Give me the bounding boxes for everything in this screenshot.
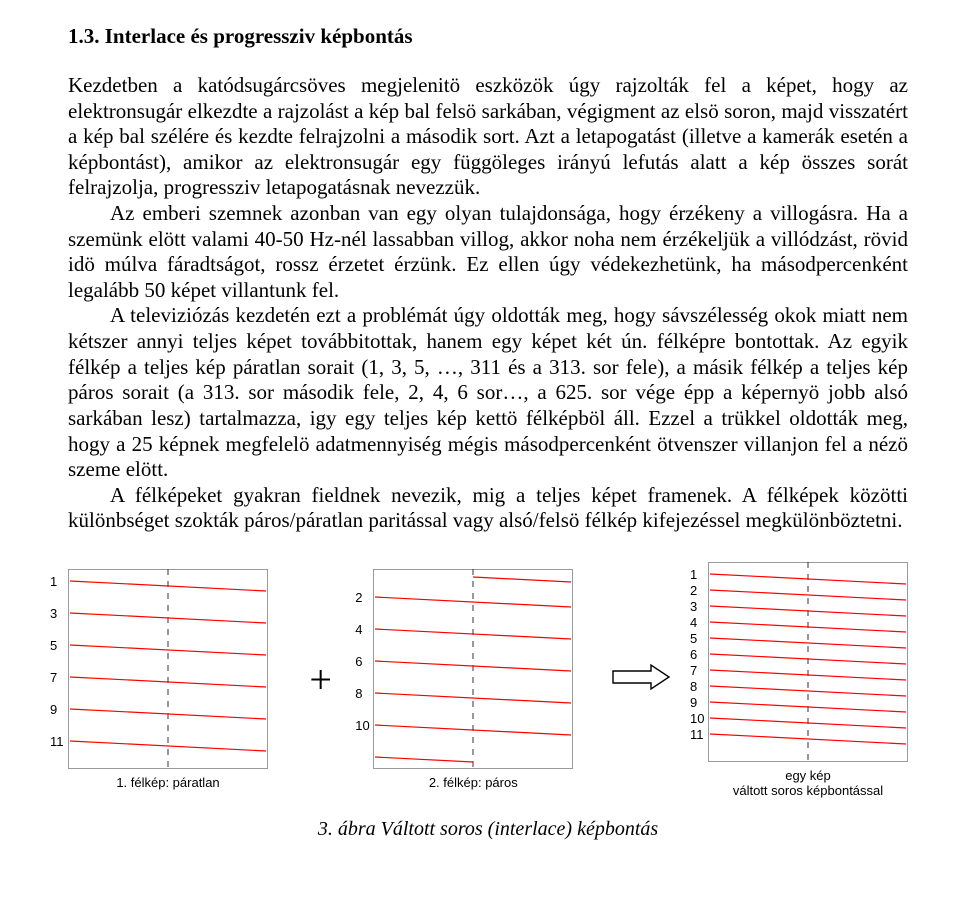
panel3-svg xyxy=(708,562,908,762)
figure-caption: 3. ábra Váltott soros (interlace) képbon… xyxy=(68,818,908,841)
row-label: 7 xyxy=(50,670,57,685)
paragraph-3: A televiziózás kezdetén ezt a problémát … xyxy=(68,303,908,482)
panel1-caption: 1. félkép: páratlan xyxy=(68,775,268,790)
row-label: 3 xyxy=(690,599,697,614)
figure-panel-3: 1234567891011 egy kép váltott soros képb… xyxy=(708,562,908,798)
panel2-caption: 2. félkép: páros xyxy=(373,775,573,790)
row-label: 4 xyxy=(355,622,362,637)
row-label: 10 xyxy=(690,711,704,726)
row-label: 5 xyxy=(50,638,57,653)
row-label: 5 xyxy=(690,631,697,646)
figure-panel-1: 1357911 1. félkép: páratlan xyxy=(68,569,268,790)
panel1-svg xyxy=(68,569,268,769)
plus-operator: + xyxy=(305,656,336,703)
row-label: 2 xyxy=(690,583,697,598)
row-label: 6 xyxy=(355,654,362,669)
section-heading: 1.3. Interlace és progressziv képbontás xyxy=(68,24,908,49)
interlace-figure: 1357911 1. félkép: páratlan + 246810 2. … xyxy=(68,562,908,798)
panel3-caption: egy kép váltott soros képbontással xyxy=(708,768,908,798)
paragraph-1: Kezdetben a katódsugárcsöves megjelenitö… xyxy=(68,73,908,201)
row-label: 11 xyxy=(50,734,64,749)
row-label: 11 xyxy=(690,727,704,742)
row-label: 9 xyxy=(690,695,697,710)
row-label: 8 xyxy=(690,679,697,694)
row-label: 9 xyxy=(50,702,57,717)
row-label: 1 xyxy=(690,567,697,582)
body-text: Kezdetben a katódsugárcsöves megjelenitö… xyxy=(68,73,908,534)
row-label: 6 xyxy=(690,647,697,662)
page: 1.3. Interlace és progressziv képbontás … xyxy=(0,0,960,865)
row-label: 1 xyxy=(50,574,57,589)
row-label: 8 xyxy=(355,686,362,701)
paragraph-4: A félképeket gyakran fieldnek nevezik, m… xyxy=(68,483,908,534)
row-label: 4 xyxy=(690,615,697,630)
arrow-icon xyxy=(611,662,671,697)
row-label: 7 xyxy=(690,663,697,678)
row-label: 10 xyxy=(355,718,369,733)
row-label: 2 xyxy=(355,590,362,605)
paragraph-2: Az emberi szemnek azonban van egy olyan … xyxy=(68,201,908,303)
row-label: 3 xyxy=(50,606,57,621)
figure-panel-2: 246810 2. félkép: páros xyxy=(373,569,573,790)
panel2-svg xyxy=(373,569,573,769)
